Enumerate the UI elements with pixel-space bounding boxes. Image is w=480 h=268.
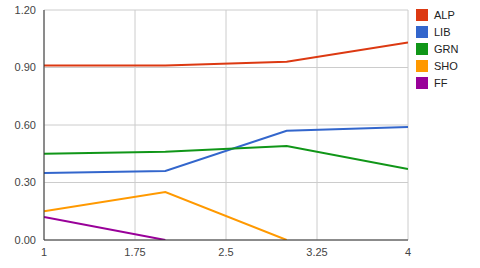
html-text:ALP: ALP [434, 8, 455, 21]
html-text:SHO: SHO [434, 59, 458, 72]
html-text:GRN: GRN [434, 42, 459, 55]
svg-text:1: 1 [41, 246, 47, 258]
svg-text:0.30: 0.30 [15, 176, 36, 188]
svg-text:1.20: 1.20 [15, 4, 36, 16]
svg-text:0.90: 0.90 [15, 61, 36, 73]
svg-text:3.25: 3.25 [306, 246, 327, 258]
svg-text:1.75: 1.75 [124, 246, 145, 258]
svg-text:2.5: 2.5 [218, 246, 233, 258]
html-text:FF: FF [434, 76, 448, 89]
html-text:LIB: LIB [434, 25, 451, 38]
svg-text:0.00: 0.00 [15, 234, 36, 246]
svg-text:4: 4 [405, 246, 411, 258]
svg-text:0.60: 0.60 [15, 119, 36, 131]
